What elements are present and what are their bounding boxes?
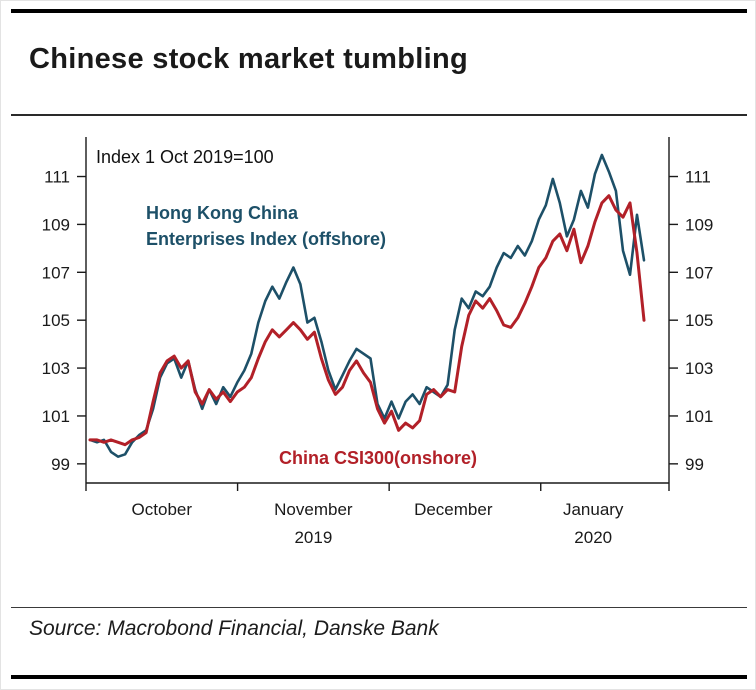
y-tick-label-left: 103	[42, 359, 70, 378]
y-tick-label-left: 107	[42, 263, 70, 282]
y-tick-label-right: 111	[685, 168, 711, 187]
index-note-annotation: Index 1 Oct 2019=100	[96, 147, 274, 167]
y-tick-label-left: 111	[44, 168, 70, 187]
chart-canvas: 99 99 101 101 103 103 105 105 107 107 109 109 111 111…	[42, 137, 713, 547]
source-text: Source: Macrobond Financial, Danske Bank	[29, 617, 439, 640]
offshore-series-label-line2: Enterprises Index (offshore)	[146, 229, 387, 249]
x-year-label: 2019	[294, 528, 332, 547]
y-tick-label-left: 109	[42, 215, 70, 234]
y-tick-label-right: 105	[685, 311, 713, 330]
onshore-series-label: China CSI300(onshore)	[279, 448, 478, 468]
y-tick-label-right: 103	[685, 359, 713, 378]
y-tick-label-right: 99	[685, 455, 704, 474]
y-tick-label-left: 105	[42, 311, 70, 330]
offshore-series-label-line1: Hong Kong China	[146, 203, 298, 223]
offshore-line	[88, 153, 646, 459]
onshore-line	[88, 194, 646, 447]
top-rule	[11, 9, 747, 13]
offshore-series-label: Hong Kong China Enterprises Index (offsh…	[146, 200, 386, 252]
title-rule	[11, 114, 747, 116]
y-tick-label-right: 107	[685, 263, 713, 282]
y-tick-label-left: 99	[51, 455, 70, 474]
page-title: Chinese stock market tumbling	[29, 43, 468, 75]
y-tick-label-right: 109	[685, 215, 713, 234]
y-tick-label-left: 101	[42, 407, 70, 426]
x-month-label: November	[274, 500, 353, 519]
source-rule	[11, 607, 747, 608]
x-year-label: 2020	[574, 528, 612, 547]
x-month-label: December	[414, 500, 493, 519]
x-month-label: October	[132, 500, 193, 519]
x-month-label: January	[563, 500, 624, 519]
bottom-rule	[11, 675, 747, 679]
y-tick-label-right: 101	[685, 407, 713, 426]
